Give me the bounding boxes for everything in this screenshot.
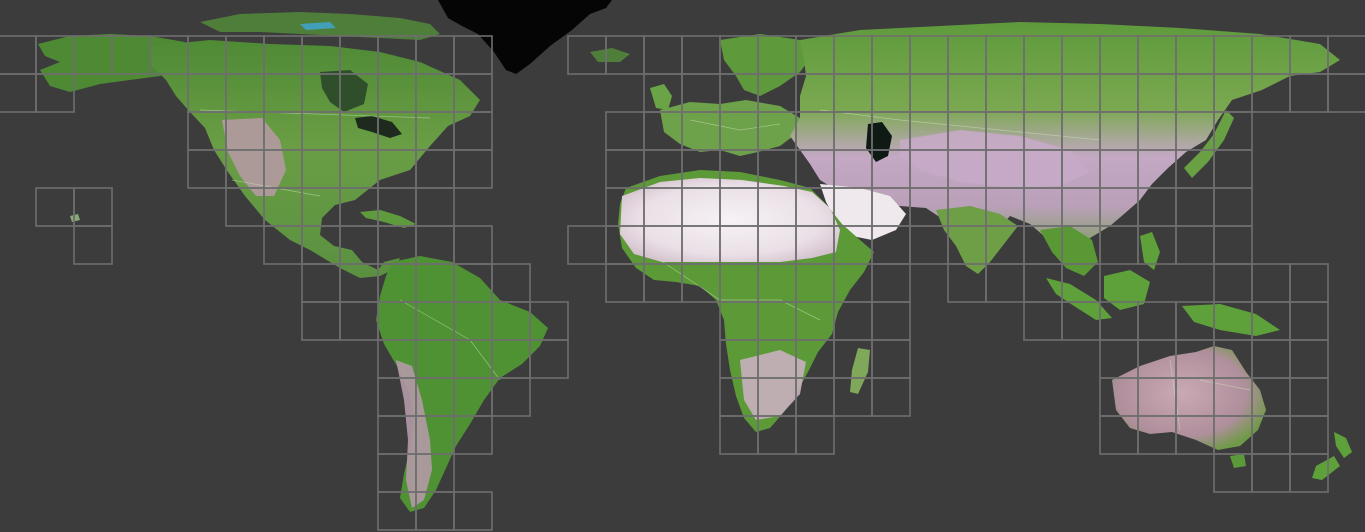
border-line-australia [1169,359,1251,431]
tasmania [1230,454,1246,468]
madagascar [850,348,870,394]
asia [790,22,1340,268]
borneo [1104,270,1150,310]
uk-ireland [650,84,672,110]
india [936,206,1018,274]
hudson-bay [320,70,368,112]
scandinavia [720,34,812,96]
new-guinea [1182,304,1280,336]
tile-grid-cell[interactable] [1327,73,1365,113]
arctic-water-highlight [300,22,336,30]
new-zealand-south [1312,456,1340,480]
iceland [590,48,630,62]
japan [1184,110,1234,178]
sahara-desert [620,178,840,262]
tile-grid-cell[interactable] [73,225,113,265]
tile-grid-cell[interactable] [491,377,531,417]
hawaii-islands [70,214,80,222]
andes-arid [396,360,432,508]
border-line-asia [819,109,1101,141]
landmasses [38,0,1352,512]
tile-grid-cell[interactable] [529,339,569,379]
greenland-ice [438,0,612,74]
tile-grid [0,35,1365,531]
north-america [150,40,480,278]
new-zealand-north [1334,432,1352,458]
kalahari-arid [740,350,806,420]
tile-grid-cell[interactable] [453,149,493,189]
philippines [1140,232,1160,270]
us-southwest-arid [222,118,286,196]
tile-grid-cell[interactable] [795,415,835,455]
tile-grid-cell[interactable] [35,73,75,113]
australia [1112,346,1266,450]
border-line-europe [689,119,781,131]
tile-grid-cell[interactable] [453,415,493,455]
cuba-caribbean [360,210,416,228]
border-line-africa [659,259,821,321]
tile-grid-cell[interactable] [453,491,493,531]
tile-grid-cell[interactable] [871,377,911,417]
tile-grid-cell[interactable] [1289,453,1329,493]
